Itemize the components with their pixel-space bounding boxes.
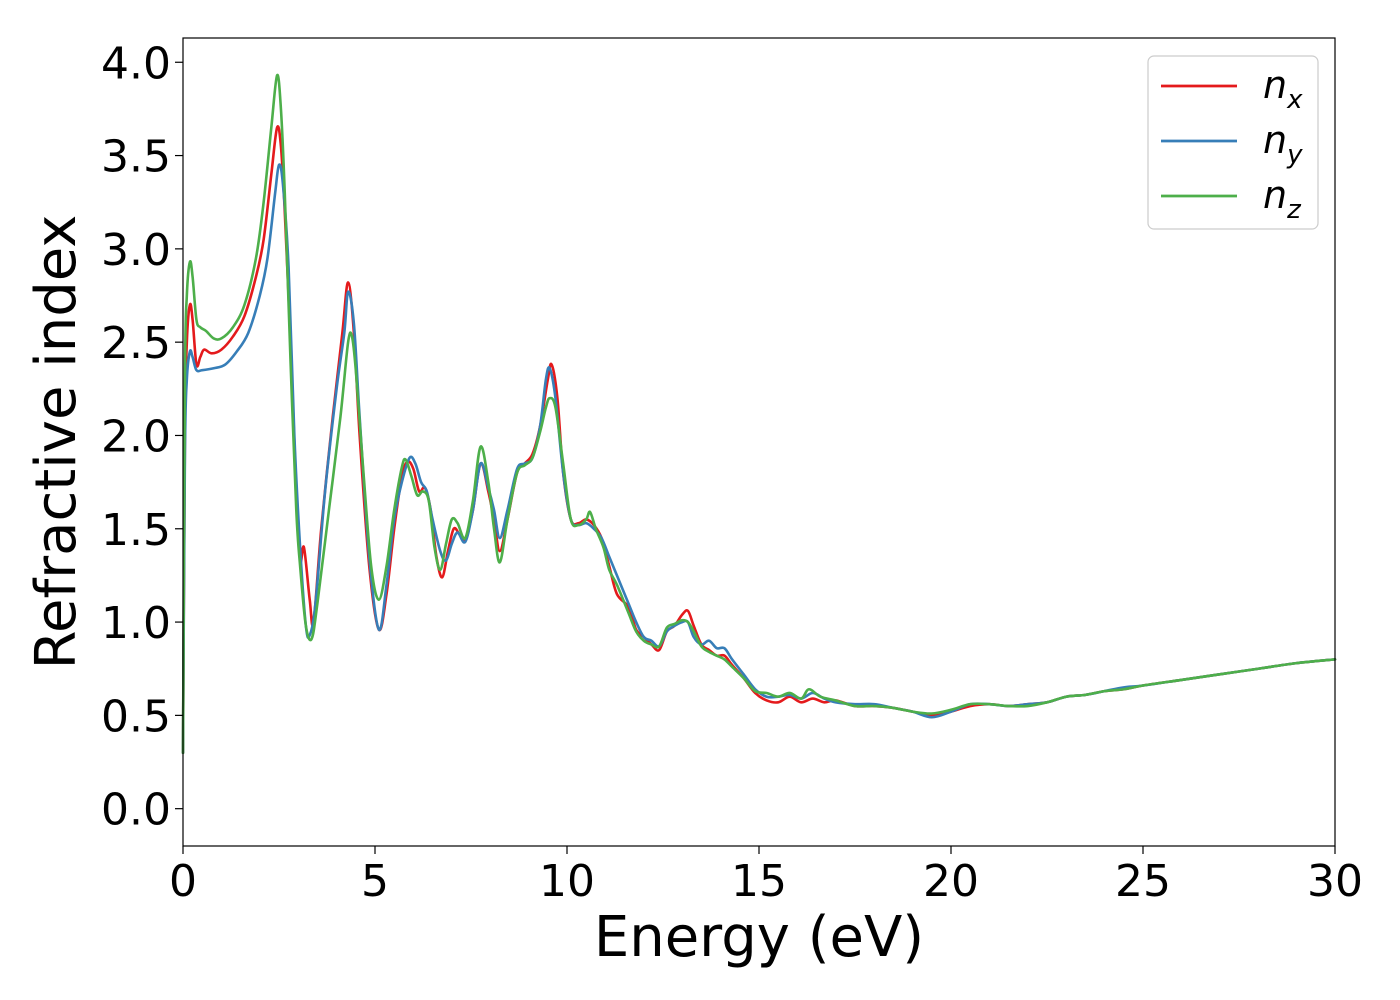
x-axis-ticks: 0 5 10 15 20 25 30 [169,846,1363,907]
x-tick-label: 5 [361,856,389,907]
x-axis-label: Energy (eV) [594,905,924,970]
y-tick-label: 0.5 [101,691,171,742]
plot-lines [181,73,1337,754]
legend-label-n-y: ny [1263,118,1303,170]
y-axis-label: Refractive index [24,215,89,670]
legend-label-n-z: nz [1263,173,1302,225]
y-tick-label: 2.0 [101,411,171,462]
y-tick-label: 4.0 [101,38,171,89]
x-tick-label: 20 [923,856,979,907]
y-tick-label: 3.0 [101,225,171,276]
x-tick-label: 25 [1115,856,1171,907]
y-tick-label: 3.5 [101,132,171,183]
legend-box [1147,55,1319,230]
x-tick-label: 15 [731,856,787,907]
y-tick-label: 1.0 [101,598,171,649]
y-axis-ticks: 0.0 0.5 1.0 1.5 2.0 2.5 3.0 3.5 4.0 [101,38,183,836]
series-line-n-z [181,73,1337,754]
x-tick-label: 10 [539,856,595,907]
x-tick-label: 30 [1307,856,1363,907]
y-tick-label: 1.5 [101,505,171,556]
x-tick-label: 0 [169,856,197,907]
y-tick-label: 0.0 [101,785,171,836]
legend-label-n-x: nx [1263,63,1303,115]
y-tick-label: 2.5 [101,318,171,369]
